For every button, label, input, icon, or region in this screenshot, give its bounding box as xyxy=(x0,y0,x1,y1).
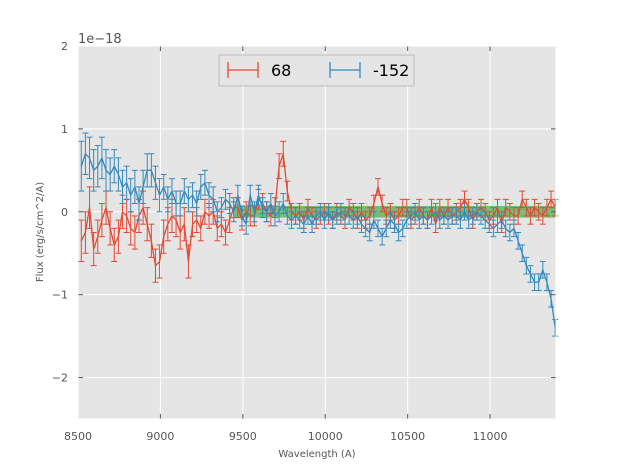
y-tick-label: −1 xyxy=(52,289,68,302)
y-tick-label: 2 xyxy=(61,40,68,53)
x-tick-label: 11000 xyxy=(473,430,508,443)
x-tick-label: 8500 xyxy=(64,430,92,443)
plot-background xyxy=(78,46,556,419)
y-tick-label: 1 xyxy=(61,123,68,136)
x-tick-label: 10500 xyxy=(390,430,425,443)
x-axis-label: Wavelength (A) xyxy=(278,449,355,460)
plot-frame xyxy=(77,45,557,420)
y-tick-label: 0 xyxy=(61,206,68,219)
legend-label: 68 xyxy=(271,61,291,80)
y-tick-label: −2 xyxy=(52,372,68,385)
x-tick-label: 9000 xyxy=(146,430,174,443)
y-axis-label: Flux (erg/s/cm^2/A) xyxy=(35,182,46,282)
offset-label: 1e−18 xyxy=(78,32,122,47)
x-tick-label: 9500 xyxy=(229,430,257,443)
legend-label: -152 xyxy=(373,61,409,80)
legend: 68 -152 xyxy=(218,54,415,87)
x-tick-label: 10000 xyxy=(308,430,343,443)
series-line xyxy=(80,153,556,328)
tick-layer: 8500 9000 9500 10000 10500 11000 2 1 0 −1 −2 xyxy=(52,40,557,443)
series-2 xyxy=(78,132,559,337)
series-layer xyxy=(78,132,559,337)
